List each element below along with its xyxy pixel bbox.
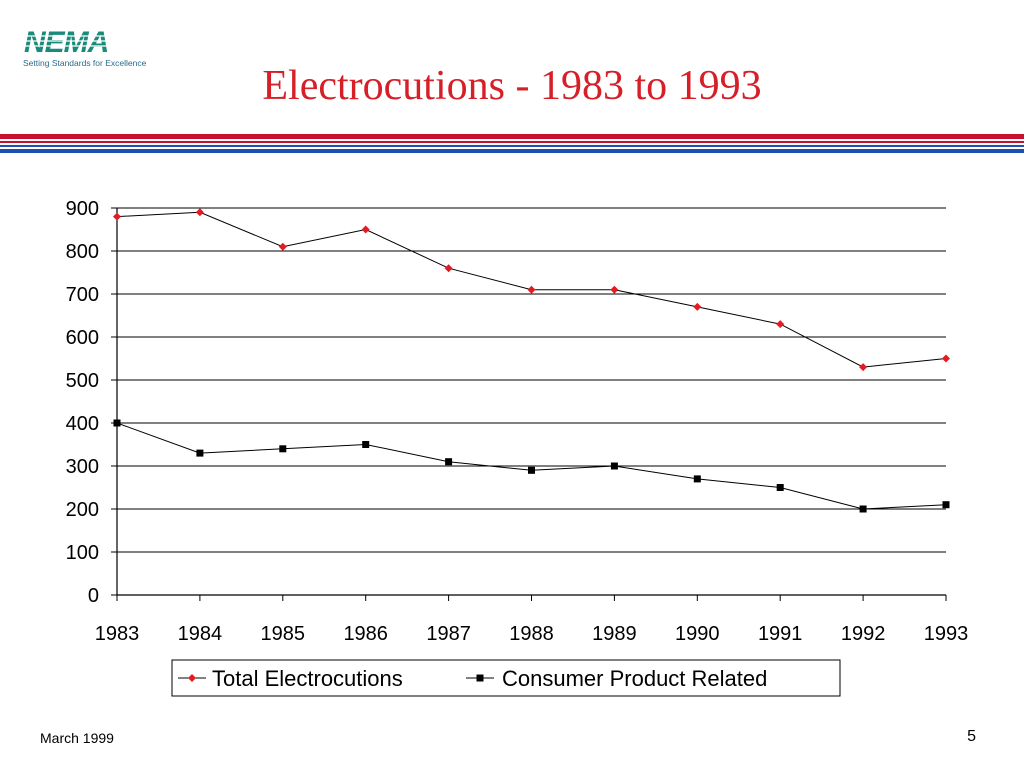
divider-blue — [0, 149, 1024, 153]
total-data-point — [693, 302, 702, 311]
logo-stripes — [22, 35, 146, 47]
x-tick-label: 1989 — [592, 623, 637, 645]
consumer-data-point — [528, 466, 535, 474]
footer-date: March 1999 — [40, 730, 114, 746]
consumer-data-point — [113, 419, 121, 427]
total-data-point — [113, 212, 121, 221]
consumer-data-point — [942, 501, 950, 509]
total-data-point — [527, 285, 536, 294]
consumer-data-point — [362, 441, 370, 448]
x-tick-label: 1988 — [509, 623, 554, 645]
divider-blue-thin — [0, 145, 1024, 147]
y-tick-label: 700 — [66, 284, 99, 306]
x-tick-label: 1993 — [924, 623, 969, 645]
x-tick-label: 1991 — [758, 623, 803, 645]
total-data-point — [361, 225, 370, 234]
nema-logo: NEMA Setting Standards for Excellence — [22, 28, 152, 70]
total-data-point — [776, 320, 785, 329]
x-tick-label: 1984 — [178, 623, 223, 645]
consumer-data-point — [610, 462, 618, 470]
y-tick-label: 600 — [66, 327, 99, 349]
y-tick-label: 900 — [66, 198, 99, 220]
divider-red — [0, 134, 1024, 139]
consumer-data-point — [445, 458, 453, 466]
x-tick-label: 1986 — [343, 623, 388, 645]
x-tick-label: 1985 — [261, 623, 306, 645]
line-chart: 0 100 200 300 400 500 600 700 800 900 1983 1984 1985… — [66, 198, 969, 697]
total-data-point — [610, 285, 619, 294]
y-tick-label: 100 — [66, 542, 99, 564]
consumer-data-point — [776, 484, 784, 491]
consumer-data-point — [859, 505, 867, 513]
total-data-point — [942, 354, 950, 363]
y-tick-label: 500 — [66, 370, 99, 392]
logo-wordmark: NEMA — [24, 28, 108, 56]
consumer-data-point — [196, 449, 204, 457]
total-data-point — [859, 363, 868, 372]
divider-red-thin — [0, 141, 1024, 143]
x-tick-label: 1987 — [426, 623, 471, 645]
y-tick-label: 400 — [66, 413, 99, 435]
legend-marker — [188, 674, 196, 682]
y-tick-label: 300 — [66, 456, 99, 478]
nema-logo-mark: NEMA — [22, 28, 146, 56]
legend-label-consumer: Consumer Product Related — [502, 666, 767, 691]
consumer-data-point — [693, 475, 701, 483]
total-data-point — [195, 208, 204, 217]
y-tick-label: 800 — [66, 241, 99, 263]
page-number: 5 — [967, 728, 976, 745]
y-tick-label: 0 — [88, 585, 99, 607]
y-tick-label: 200 — [66, 499, 99, 521]
x-tick-label: 1992 — [841, 623, 886, 645]
slide-title: Electrocutions - 1983 to 1993 — [262, 63, 762, 109]
legend-marker — [476, 674, 484, 682]
logo-tagline: Setting Standards for Excellence — [23, 58, 147, 68]
total-data-point — [444, 264, 453, 273]
legend-box — [171, 659, 841, 697]
x-tick-label: 1990 — [675, 623, 720, 645]
x-tick-label: 1983 — [95, 623, 140, 645]
total-data-point — [278, 242, 287, 251]
legend-label-total: Total Electrocutions — [212, 666, 403, 691]
consumer-data-point — [279, 445, 287, 453]
